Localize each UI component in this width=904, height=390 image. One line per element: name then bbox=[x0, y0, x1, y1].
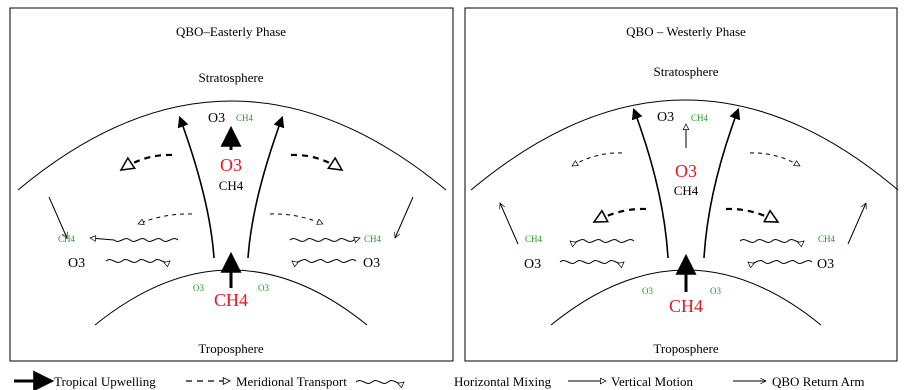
horizontal-mixing-arrow bbox=[105, 259, 170, 263]
o3-label: O3 bbox=[642, 286, 653, 296]
meridional-transport-arrow bbox=[749, 152, 800, 167]
horizontal-mixing-arrow bbox=[289, 238, 360, 241]
o3-label: O3 bbox=[220, 155, 242, 175]
qbo-return-arm bbox=[500, 203, 519, 245]
horizontal-mixing-arrow bbox=[559, 260, 624, 264]
ch4-label: CH4 bbox=[364, 234, 382, 244]
o3-label: O3 bbox=[675, 161, 697, 181]
legend-vertical-motion-label: Vertical Motion bbox=[611, 374, 693, 389]
horizontal-mixing-arrow bbox=[292, 259, 357, 263]
o3-label: O3 bbox=[258, 283, 269, 293]
o3-label: O3 bbox=[363, 256, 380, 271]
tropical-upwelling-arrow bbox=[247, 115, 285, 259]
stratosphere-label: Stratosphere bbox=[199, 70, 264, 85]
ch4-label: CH4 bbox=[674, 183, 699, 198]
o3-label: O3 bbox=[68, 256, 85, 271]
troposphere-label: Troposphere bbox=[653, 341, 718, 356]
meridional-transport-arrow bbox=[594, 207, 647, 223]
o3-label: O3 bbox=[208, 111, 225, 126]
o3-label: O3 bbox=[524, 257, 541, 272]
stratosphere-boundary bbox=[470, 99, 899, 191]
meridional-transport-arrow bbox=[138, 213, 193, 224]
o3-label: O3 bbox=[657, 110, 674, 125]
horizontal-mixing-arrow bbox=[570, 239, 635, 243]
legend-meridional-transport-label: Meridional Transport bbox=[236, 374, 347, 389]
horizontal-mixing-arrow bbox=[748, 260, 813, 264]
tropical-upwelling-arrow bbox=[177, 115, 215, 259]
qbo-return-arm bbox=[847, 203, 866, 245]
o3-label: O3 bbox=[710, 286, 721, 296]
troposphere-label: Troposphere bbox=[198, 341, 263, 356]
horizontal-mixing-arrow bbox=[739, 239, 804, 243]
legend-horizontal-mixing-symbol bbox=[355, 380, 404, 384]
panel-title: QBO–Easterly Phase bbox=[176, 24, 286, 39]
ch4-label: CH4 bbox=[214, 290, 248, 310]
westerly-panel: QBO – Westerly Phase Stratosphere Tropos… bbox=[464, 7, 899, 362]
qbo-return-arm bbox=[48, 196, 67, 238]
horizontal-mixing-arrow bbox=[90, 238, 179, 242]
panel-title: QBO – Westerly Phase bbox=[626, 24, 746, 39]
ch4-label: CH4 bbox=[669, 296, 703, 316]
legend-tropical-upwelling-label: Tropical Upwelling bbox=[54, 374, 156, 389]
meridional-transport-arrow bbox=[725, 207, 778, 223]
meridional-transport-arrow bbox=[121, 153, 173, 170]
ch4-label: CH4 bbox=[525, 234, 543, 244]
ch4-label: CH4 bbox=[236, 113, 254, 123]
meridional-transport-arrow bbox=[269, 213, 323, 224]
ch4-label: CH4 bbox=[818, 234, 836, 244]
stratosphere-label: Stratosphere bbox=[654, 64, 719, 79]
ch4-label: CH4 bbox=[219, 178, 244, 193]
ch4-label: CH4 bbox=[691, 113, 709, 123]
qbo-return-arm bbox=[395, 196, 414, 238]
o3-label: O3 bbox=[193, 283, 204, 293]
o3-label: O3 bbox=[817, 257, 834, 272]
legend-qbo-return-arm-label: QBO Return Arm bbox=[772, 374, 864, 389]
stratosphere-boundary bbox=[17, 100, 447, 191]
legend: Tropical Upwelling Meridional Transport … bbox=[14, 370, 864, 390]
ch4-label: CH4 bbox=[58, 234, 76, 244]
meridional-transport-arrow bbox=[290, 153, 342, 170]
tropical-upwelling-arrow bbox=[631, 107, 669, 259]
meridional-transport-arrow bbox=[572, 152, 623, 167]
easterly-panel: QBO–Easterly Phase Stratosphere Troposph… bbox=[9, 7, 454, 362]
legend-horizontal-mixing-label: Horizontal Mixing bbox=[454, 374, 552, 389]
tropical-upwelling-arrow bbox=[703, 107, 741, 259]
